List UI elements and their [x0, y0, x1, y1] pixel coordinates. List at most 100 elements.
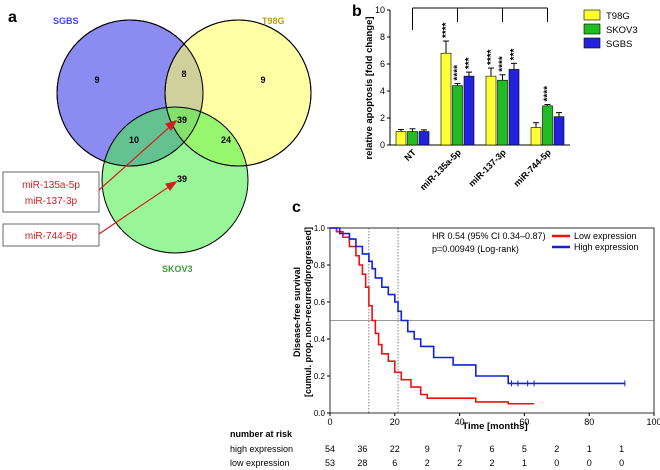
- venn-label-t98g: T98G: [262, 16, 285, 26]
- bar: [452, 85, 463, 146]
- panel-label-c: c: [292, 199, 301, 216]
- significance-stars: ****: [498, 56, 509, 72]
- venn-count-t98g-skov3: 24: [221, 135, 231, 145]
- km-legend-label: High expression: [574, 242, 639, 252]
- significance-stars: ****: [543, 86, 554, 102]
- bar: [508, 69, 520, 146]
- venn-outline-t98g: [164, 19, 312, 167]
- bar-ytick-label: 2: [380, 113, 385, 123]
- risk-cell: 6: [392, 458, 397, 468]
- venn-label-skov3: SKOV3: [162, 264, 193, 274]
- bar-ytick-label: 4: [380, 86, 385, 96]
- risk-row-label-high: high expression: [230, 444, 293, 454]
- bar: [418, 131, 430, 146]
- risk-cell: 7: [457, 444, 462, 454]
- km-annotation-hr: HR 0.54 (95% CI 0.34–0.87): [432, 231, 546, 241]
- km-ylabel: Disease-free survival: [292, 267, 302, 357]
- km-xtick-label: 0: [327, 417, 332, 427]
- bar: [440, 52, 452, 146]
- bar-ytick-label: 10: [375, 5, 385, 15]
- km-curve: [330, 227, 625, 385]
- venn-count-sgbs-only: 9: [94, 75, 99, 85]
- bar: [407, 131, 418, 146]
- risk-cell: 28: [357, 458, 367, 468]
- bar-category-label: miR-137-3p: [467, 147, 509, 189]
- km-ytick-label: 0.6: [314, 298, 326, 307]
- bar: [463, 75, 475, 146]
- panel-b: b relative apoptosis [fold change] 0 2 4 6 8…: [352, 3, 638, 192]
- km-xtick-label: 100: [646, 417, 660, 427]
- km-ytick-label: 1.0: [314, 224, 326, 233]
- risk-cell: 36: [357, 444, 367, 454]
- km-curve: [330, 227, 535, 405]
- callout-arrowhead-2: [165, 181, 178, 192]
- risk-cell: 0: [554, 458, 559, 468]
- risk-cell: 2: [425, 458, 430, 468]
- significance-stars: ***: [509, 49, 520, 61]
- risk-cell: 0: [619, 458, 624, 468]
- significance-stars: ****: [486, 49, 497, 65]
- bar: [395, 131, 407, 146]
- significance-stars: ****: [453, 65, 464, 81]
- risk-table: number at risk high expression low expre…: [230, 429, 624, 468]
- risk-cell: 1: [619, 444, 624, 454]
- km-ytick-label: 0.8: [314, 261, 326, 270]
- km-xtick-label: 20: [390, 417, 400, 427]
- callout-box-1: [2, 171, 100, 213]
- legend-label: T98G: [606, 11, 630, 22]
- bar: [542, 105, 553, 146]
- bar: [530, 127, 542, 146]
- venn-outline-sgbs: [56, 19, 204, 167]
- significance-stars: ****: [441, 22, 452, 38]
- panel-label-a: a: [8, 9, 17, 26]
- venn-count-t98g-only: 9: [260, 75, 265, 85]
- legend-label: SKOV3: [606, 25, 638, 36]
- risk-cell: 2: [554, 444, 559, 454]
- risk-cell: 22: [390, 444, 400, 454]
- risk-row-label-low: low expression: [230, 458, 290, 468]
- risk-cell: 1: [587, 444, 592, 454]
- venn-circle-skov3: [101, 106, 249, 254]
- legend-label: SGBS: [606, 39, 632, 50]
- km-xlabel: Time [months]: [462, 421, 527, 432]
- legend-swatch: [583, 37, 601, 49]
- risk-cell: 0: [587, 458, 592, 468]
- km-ytick-label: 0.4: [314, 335, 326, 344]
- callout-1-line-1: miR-135a-5p: [22, 180, 80, 191]
- km-xtick-label: 80: [584, 417, 594, 427]
- bar-ytick-label: 6: [380, 59, 385, 69]
- significance-stars: ***: [464, 57, 475, 69]
- bar-category-label: miR-135a-5p: [418, 147, 463, 192]
- km-xtick-label: 60: [519, 417, 529, 427]
- km-legend-label: Low expression: [574, 231, 637, 241]
- risk-cell: 2: [489, 458, 494, 468]
- risk-cell: 1: [522, 458, 527, 468]
- callout-2-line-1: miR-744-5p: [25, 231, 78, 242]
- km-annotation-p: p=0.00949 (Log-rank): [432, 244, 519, 254]
- bar-ylabel: relative apoptosis [fold change]: [364, 16, 375, 159]
- callout-box-2: [2, 223, 100, 247]
- venn-label-sgbs: SGBS: [53, 16, 79, 26]
- km-ylabel-2: [cumul. prop. non-recurred/progressed]: [303, 227, 313, 397]
- legend-swatch: [583, 23, 601, 35]
- venn-count-sgbs-skov3: 10: [129, 135, 139, 145]
- panel-c: c Disease-free survival [cumul. prop. no…: [292, 199, 660, 432]
- callout-1-line-2: miR-137-3p: [25, 196, 78, 207]
- bar-ytick-label: 8: [380, 32, 385, 42]
- risk-cell: 53: [325, 458, 335, 468]
- risk-cell: 54: [325, 444, 335, 454]
- legend-swatch: [583, 9, 601, 21]
- callout-arrow-1: [98, 123, 174, 191]
- bar-category-label: miR-744-5p: [512, 147, 554, 189]
- risk-table-title: number at risk: [230, 429, 293, 439]
- bar: [553, 116, 565, 146]
- bar: [485, 75, 497, 146]
- bar-ytick-label: 0: [380, 140, 385, 150]
- risk-cell: 2: [457, 458, 462, 468]
- risk-cell: 5: [522, 444, 527, 454]
- risk-cell: 6: [489, 444, 494, 454]
- risk-cell: 9: [425, 444, 430, 454]
- bar: [497, 79, 508, 146]
- km-xtick-label: 40: [455, 417, 465, 427]
